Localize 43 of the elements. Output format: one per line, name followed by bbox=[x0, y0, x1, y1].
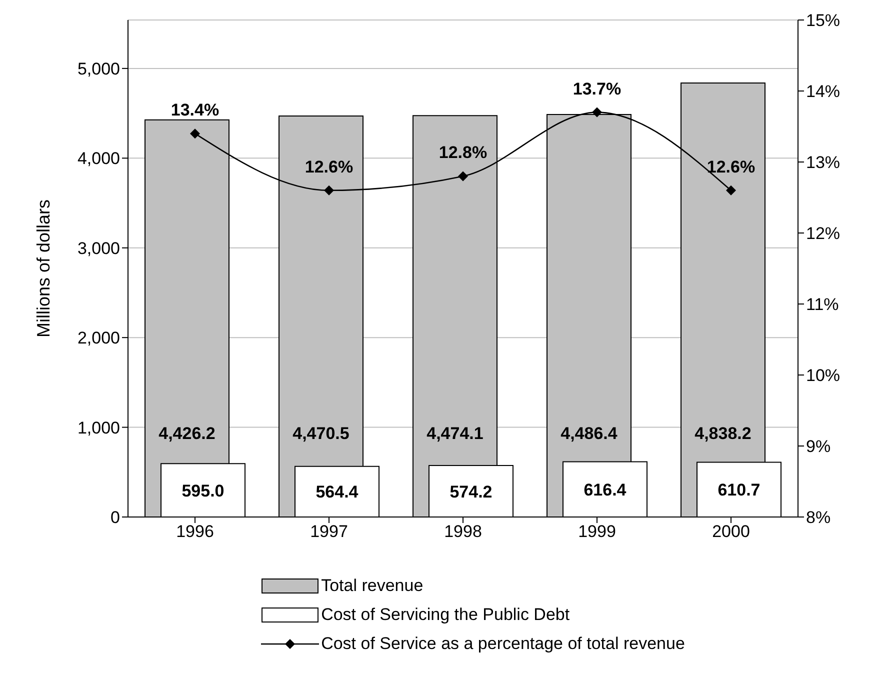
point bbox=[592, 107, 602, 118]
y-tick-label: 0 bbox=[110, 508, 120, 528]
legend-label: Total revenue bbox=[321, 576, 424, 596]
data-label: 574.2 bbox=[450, 482, 492, 502]
y-axis-title: Millions of dollars bbox=[33, 199, 54, 338]
x-tick-label: 1997 bbox=[310, 522, 348, 542]
x-tick-label: 1998 bbox=[444, 522, 482, 542]
data-label: 4,426.2 bbox=[158, 424, 216, 443]
y2-tick-label: 8% bbox=[806, 508, 831, 528]
y-tick-label: 1,000 bbox=[77, 418, 120, 438]
data-label: 12.6% bbox=[304, 157, 354, 176]
point bbox=[726, 185, 736, 196]
data-label: 12.6% bbox=[706, 157, 756, 176]
legend-label: Cost of Service as a percentage of total revenue bbox=[321, 634, 685, 654]
y-tick-label: 3,000 bbox=[77, 238, 120, 258]
point bbox=[324, 185, 334, 196]
x-tick-label: 1996 bbox=[176, 522, 214, 542]
data-label: 564.4 bbox=[316, 482, 359, 502]
data-label: 13.7% bbox=[572, 79, 622, 98]
data-label: 4,486.4 bbox=[560, 424, 618, 443]
data-label: 595.0 bbox=[182, 481, 224, 500]
y2-tick-label: 10% bbox=[806, 366, 840, 386]
y-tick-label: 2,000 bbox=[77, 328, 120, 348]
data-label: 4,470.5 bbox=[292, 424, 350, 443]
y2-tick-label: 13% bbox=[806, 153, 840, 172]
legend-label: Cost of Servicing the Public Debt bbox=[321, 604, 570, 624]
y2-tick-label: 14% bbox=[806, 82, 840, 102]
data-label: 13.4% bbox=[170, 100, 220, 120]
y-tick-label: 5,000 bbox=[77, 59, 120, 78]
x-tick-label: 2000 bbox=[712, 522, 750, 542]
data-label: 12.8% bbox=[438, 143, 488, 162]
point bbox=[190, 128, 200, 139]
y2-tick-label: 12% bbox=[806, 224, 840, 244]
data-label: 610.7 bbox=[718, 480, 760, 500]
y2-tick-label: 11% bbox=[806, 295, 839, 314]
point bbox=[458, 171, 468, 182]
y2-tick-label: 15% bbox=[806, 11, 840, 30]
y2-tick-label: 9% bbox=[806, 437, 831, 456]
x-tick-label: 1999 bbox=[578, 522, 616, 542]
y-tick-label: 4,000 bbox=[77, 149, 120, 168]
data-label: 4,838.2 bbox=[694, 424, 752, 443]
data-label: 616.4 bbox=[584, 480, 627, 500]
data-label: 4,474.1 bbox=[426, 424, 484, 443]
